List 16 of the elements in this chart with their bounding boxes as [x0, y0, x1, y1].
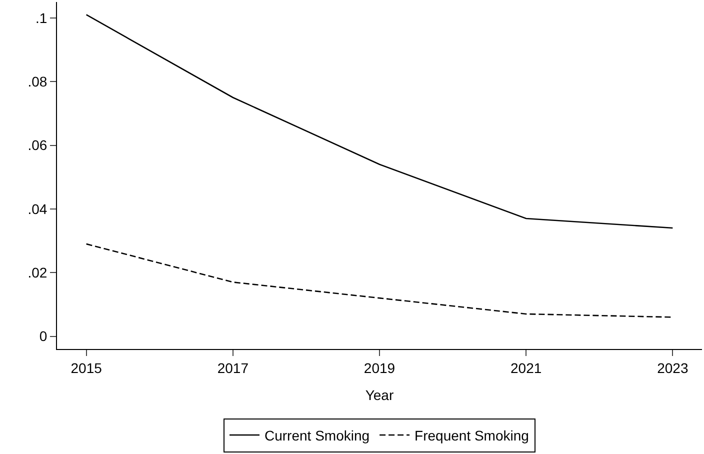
legend-label: Current Smoking: [264, 427, 370, 444]
y-tick-label: .06: [28, 137, 48, 154]
x-tick-label: 2017: [217, 360, 249, 376]
y-tick-label: 0: [39, 328, 48, 344]
x-tick-label: 2021: [510, 360, 542, 376]
line-series: [86, 14, 674, 229]
line-series: [86, 243, 674, 318]
x-axis-title: Year: [365, 387, 394, 404]
y-tick-label: .08: [28, 73, 48, 90]
legend-label: Frequent Smoking: [414, 427, 529, 444]
y-tick-label: .1: [36, 10, 48, 26]
x-tick-label: 2015: [70, 360, 102, 376]
x-tick-label: 2019: [364, 360, 396, 376]
x-tick-label: 2023: [657, 360, 688, 376]
y-tick-label: .02: [28, 264, 48, 280]
y-tick-label: .04: [28, 200, 48, 217]
